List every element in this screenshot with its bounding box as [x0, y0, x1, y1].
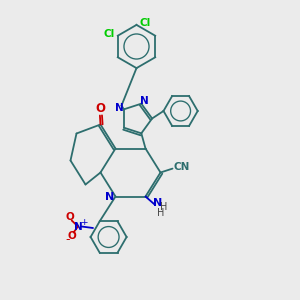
Text: N: N: [154, 198, 163, 208]
Text: O: O: [67, 231, 76, 241]
Text: N: N: [105, 191, 114, 202]
Text: N: N: [74, 221, 82, 232]
Text: O: O: [65, 212, 74, 222]
Text: CN: CN: [173, 161, 190, 172]
Text: Cl: Cl: [104, 29, 115, 39]
Text: N: N: [115, 103, 124, 113]
Text: O: O: [95, 102, 105, 116]
Text: H: H: [157, 208, 164, 218]
Text: N: N: [140, 96, 149, 106]
Text: Cl: Cl: [139, 18, 151, 28]
Text: +: +: [80, 218, 88, 227]
Text: H: H: [160, 202, 168, 212]
Text: -: -: [66, 232, 70, 246]
